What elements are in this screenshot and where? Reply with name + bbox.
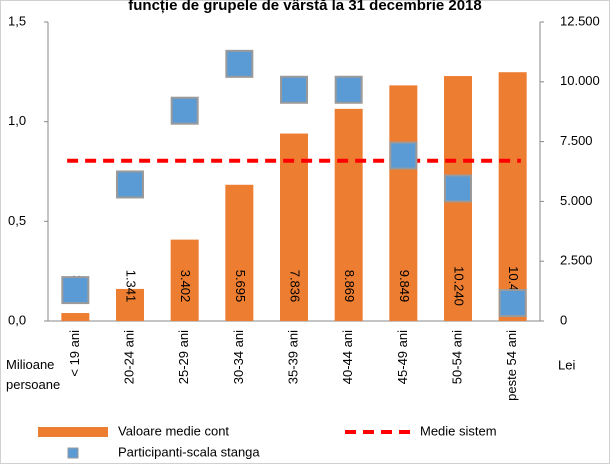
bar bbox=[389, 85, 418, 321]
y2-tick-label: 10.000 bbox=[560, 73, 600, 88]
legend-label: Medie sistem bbox=[420, 423, 497, 438]
bar bbox=[61, 313, 90, 321]
y2-tick-label: 7.500 bbox=[560, 133, 593, 148]
y-tick-label: 0,5 bbox=[8, 213, 26, 228]
data-label: 5.695 bbox=[233, 270, 248, 303]
x-tick-label: 45-49 ani bbox=[395, 330, 410, 384]
x-tick-label: 40-44 ani bbox=[340, 330, 355, 384]
x-tick-label: 20-24 ani bbox=[121, 330, 136, 384]
y-tick-label: 0,0 bbox=[8, 312, 26, 327]
data-label: 9.849 bbox=[397, 270, 412, 303]
bar bbox=[170, 239, 199, 321]
marker bbox=[225, 49, 254, 78]
y2-tick-label: 2.500 bbox=[560, 253, 593, 268]
legend-label: Participanti-scala stanga bbox=[118, 444, 260, 459]
y-tick-label: 1,0 bbox=[8, 113, 26, 128]
data-label: 8.869 bbox=[342, 270, 357, 303]
y-axis-label: Milioane persoane bbox=[6, 357, 60, 392]
y2-tick-label: 0 bbox=[560, 312, 567, 327]
legend-swatch bbox=[38, 427, 108, 437]
x-tick-label: 30-34 ani bbox=[231, 330, 246, 384]
y2-axis-label: Lei bbox=[558, 357, 575, 372]
data-label: 3.402 bbox=[178, 270, 193, 303]
data-label: 7.836 bbox=[288, 270, 303, 303]
bar bbox=[498, 72, 527, 322]
bar bbox=[280, 133, 308, 321]
marker bbox=[116, 170, 144, 199]
bar bbox=[334, 108, 363, 322]
marker bbox=[280, 75, 308, 104]
marker bbox=[61, 276, 90, 305]
marker bbox=[334, 75, 363, 104]
y-axis-label-text: Milioane bbox=[6, 357, 54, 372]
marker bbox=[170, 96, 199, 125]
x-tick-label: 35-39 ani bbox=[285, 330, 300, 384]
x-tick-label: 50-54 ani bbox=[449, 330, 464, 384]
chart-title: funcție de grupele de vârstă la 31 decem… bbox=[128, 0, 482, 14]
y2-tick-label: 5.000 bbox=[560, 193, 593, 208]
data-label: 10.240 bbox=[452, 266, 467, 306]
bar bbox=[225, 184, 254, 321]
legend-label: Valoare medie cont bbox=[118, 423, 229, 438]
marker bbox=[498, 289, 527, 318]
y2-tick-label: 12.500 bbox=[560, 13, 600, 28]
bar bbox=[116, 288, 144, 321]
data-label: 1.341 bbox=[124, 270, 139, 303]
x-tick-label: < 19 ani bbox=[67, 330, 82, 377]
marker bbox=[389, 141, 418, 170]
legend-swatch bbox=[67, 447, 79, 459]
y-tick-label: 1,5 bbox=[8, 13, 26, 28]
x-tick-label: peste 54 ani bbox=[504, 330, 519, 401]
x-tick-label: 25-29 ani bbox=[176, 330, 191, 384]
marker bbox=[444, 174, 472, 203]
